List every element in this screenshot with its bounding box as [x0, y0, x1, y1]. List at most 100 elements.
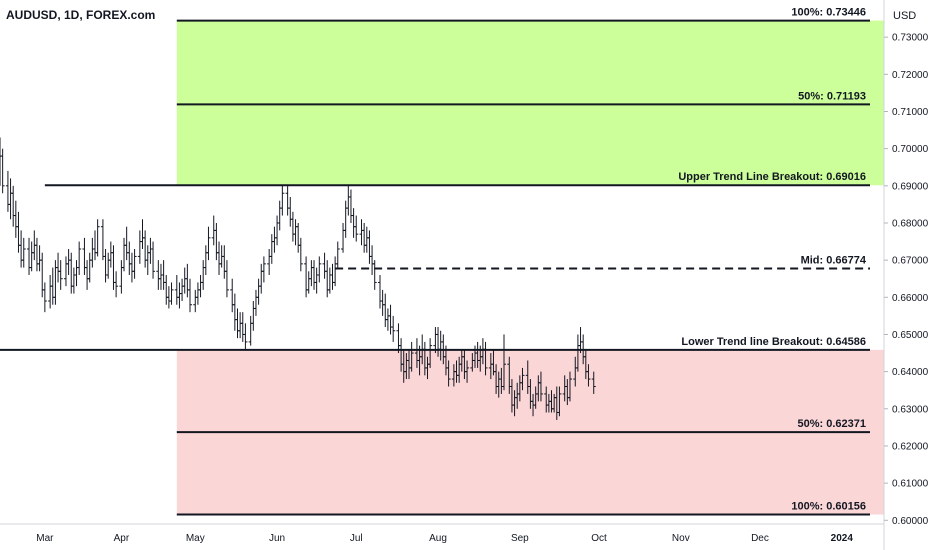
price-bar [16, 211, 21, 253]
level-upper-breakout-label: Upper Trend Line Breakout: 0.69016 [678, 171, 866, 183]
price-bar [322, 252, 327, 279]
price-bar [71, 267, 76, 294]
price-bar [591, 371, 596, 394]
price-bar [161, 260, 166, 290]
price-bar [85, 260, 90, 290]
price-bar [343, 200, 348, 238]
price-bar [314, 267, 319, 294]
price-bar [140, 219, 145, 249]
price-bar [8, 178, 13, 220]
price-bar [256, 278, 261, 305]
price-bar [333, 256, 338, 287]
month-label: Sep [511, 533, 529, 544]
price-bar [201, 260, 206, 290]
price-bar [106, 252, 111, 279]
target-zone [176, 20, 885, 186]
price-bar [396, 323, 401, 354]
price-bar [380, 289, 385, 316]
price-bar [195, 282, 200, 305]
price-bar [346, 185, 351, 216]
price-bar [103, 248, 108, 283]
price-bar [185, 263, 190, 298]
price-bar [143, 230, 148, 268]
month-label: Apr [114, 533, 130, 544]
price-bar [330, 263, 335, 290]
price-bar [446, 360, 451, 387]
price-bar [309, 260, 314, 287]
month-label: Jun [269, 533, 285, 544]
price-bar [129, 252, 134, 283]
price-bar [370, 245, 375, 276]
price-bar [203, 245, 208, 276]
price-bar [95, 219, 100, 257]
price-bar [169, 282, 174, 305]
price-bar [137, 230, 142, 264]
price-tick-label: 0.71000 [892, 107, 929, 118]
price-bar [0, 148, 5, 194]
price-bar [0, 137, 2, 186]
price-bar [108, 241, 113, 268]
price-bar [293, 219, 298, 246]
month-label: 2024 [831, 533, 854, 544]
level-100-lower[interactable]: 100%: 0.60156 [176, 500, 870, 516]
price-bar [383, 293, 388, 328]
level-lower-breakout-label: Lower Trend line Breakout: 0.64586 [681, 336, 866, 348]
price-bar [325, 260, 330, 298]
price-bar [240, 312, 245, 342]
month-label: Dec [751, 533, 769, 544]
price-tick-label: 0.72000 [892, 70, 929, 81]
level-50-upper[interactable]: 50%: 0.71193 [176, 90, 870, 106]
price-bar [259, 263, 264, 294]
price-bar [520, 367, 525, 391]
price-bar [317, 256, 322, 283]
level-100-upper-label: 100%: 0.73446 [791, 7, 866, 19]
price-bar [174, 275, 179, 305]
price-bar [56, 252, 61, 283]
price-bar [275, 215, 280, 246]
price-bar [391, 315, 396, 342]
price-bar [538, 371, 543, 402]
price-bar [124, 226, 129, 261]
price-bar [148, 237, 153, 264]
zones-layer [176, 20, 885, 515]
price-bar [166, 286, 171, 309]
month-label: May [186, 533, 205, 544]
price-bar [290, 211, 295, 242]
price-bar [296, 222, 301, 253]
price-bar [388, 304, 393, 335]
time-axis[interactable]: Mar Apr May Jun Jul Aug Sep Oct Nov Dec 2024 [0, 523, 884, 544]
level-upper-breakout[interactable]: Upper Trend Line Breakout: 0.69016 [44, 171, 870, 187]
level-100-lower-label: 100%: 0.60156 [791, 500, 866, 512]
price-bar [354, 215, 359, 242]
price-bar [372, 260, 377, 290]
price-bar [269, 234, 274, 264]
price-bar [77, 241, 82, 276]
price-bar [50, 267, 55, 305]
price-bar [40, 252, 45, 298]
level-mid[interactable]: Mid: 0.66774 [335, 255, 870, 270]
price-tick-label: 0.67000 [892, 256, 929, 267]
level-50-upper-label: 50%: 0.71193 [798, 90, 866, 102]
price-bar [586, 364, 591, 387]
month-label: Oct [591, 533, 607, 544]
price-bar [232, 293, 237, 331]
price-bar [312, 260, 317, 290]
price-bar [21, 237, 26, 268]
price-bar [348, 189, 353, 223]
price-bar [428, 338, 433, 368]
price-bar [298, 237, 303, 272]
price-tick-label: 0.65000 [892, 330, 929, 341]
price-tick-label: 0.73000 [892, 33, 929, 44]
price-tick-label: 0.66000 [892, 293, 929, 304]
price-bar [251, 301, 256, 331]
price-bar [34, 237, 39, 272]
level-50-lower[interactable]: 50%: 0.62371 [176, 418, 870, 434]
currency-label[interactable]: USD [893, 10, 917, 22]
level-lower-breakout[interactable]: Lower Trend line Breakout: 0.64586 [0, 336, 870, 351]
level-100-upper[interactable]: 100%: 0.73446 [176, 7, 870, 22]
price-axis[interactable]: 0.73000 0.72000 0.71000 0.70000 0.69000 0.680… [883, 0, 929, 550]
price-bar [248, 315, 253, 346]
price-bar [58, 260, 63, 290]
price-bar [351, 208, 356, 238]
